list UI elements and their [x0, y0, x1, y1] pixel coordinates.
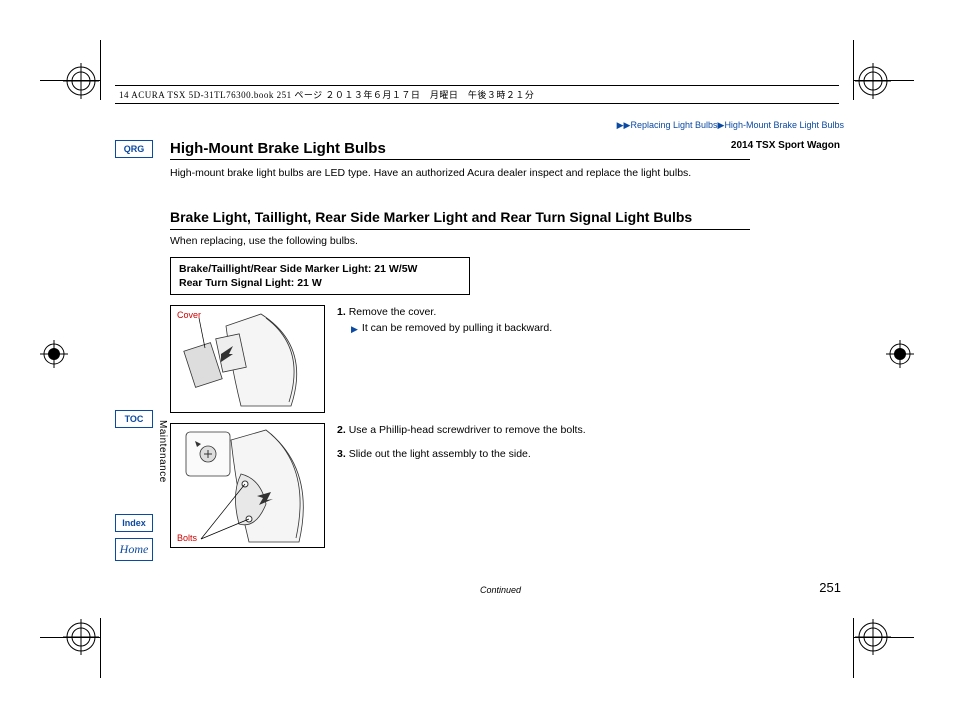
reg-mark-icon [63, 619, 99, 655]
callout-cover: Cover [177, 310, 201, 320]
model-label: 2014 TSX Sport Wagon [731, 140, 840, 151]
paragraph: High-mount brake light bulbs are LED typ… [170, 166, 730, 181]
nav-index-button[interactable]: Index [115, 514, 153, 532]
nav-qrg-button[interactable]: QRG [115, 140, 153, 158]
breadcrumb-path: High-Mount Brake Light Bulbs [724, 120, 844, 130]
reg-mark-icon [855, 63, 891, 99]
paragraph: When replacing, use the following bulbs. [170, 234, 730, 249]
diagram-svg [171, 424, 326, 549]
step-line: 2. Use a Phillip-head screwdriver to rem… [337, 423, 586, 439]
spec-box: Brake/Taillight/Rear Side Marker Light: … [170, 257, 470, 295]
reg-mark-icon [886, 340, 914, 368]
section-label: Maintenance [157, 420, 168, 483]
meta-header: 14 ACURA TSX 5D-31TL76300.book 251 ページ ２… [115, 85, 839, 104]
spec-line: Rear Turn Signal Light: 21 W [179, 276, 461, 290]
nav-home-button[interactable]: Home [115, 538, 153, 561]
breadcrumb[interactable]: ▶▶Replacing Light Bulbs▶High-Mount Brake… [617, 120, 844, 131]
page-number: 251 [819, 580, 841, 595]
reg-mark-icon [40, 340, 68, 368]
breadcrumb-arrow: ▶▶ [617, 120, 631, 130]
step-line: 1. Remove the cover. [337, 305, 552, 321]
heading-high-mount: High-Mount Brake Light Bulbs [170, 140, 750, 160]
heading-brake-light: Brake Light, Taillight, Rear Side Marker… [170, 209, 750, 230]
diagram-svg [171, 306, 326, 414]
reg-mark-icon [855, 619, 891, 655]
nav-toc-button[interactable]: TOC [115, 410, 153, 428]
diagram-cover: Cover [170, 305, 325, 413]
diagram-bolts: Bolts [170, 423, 325, 548]
callout-bolts: Bolts [177, 533, 197, 543]
continued-label: Continued [480, 585, 521, 595]
reg-mark-icon [63, 63, 99, 99]
step-sub: ▶It can be removed by pulling it backwar… [351, 321, 552, 337]
spec-line: Brake/Taillight/Rear Side Marker Light: … [179, 262, 461, 276]
breadcrumb-path: Replacing Light Bulbs [630, 120, 717, 130]
step-line: 3. Slide out the light assembly to the s… [337, 447, 586, 463]
